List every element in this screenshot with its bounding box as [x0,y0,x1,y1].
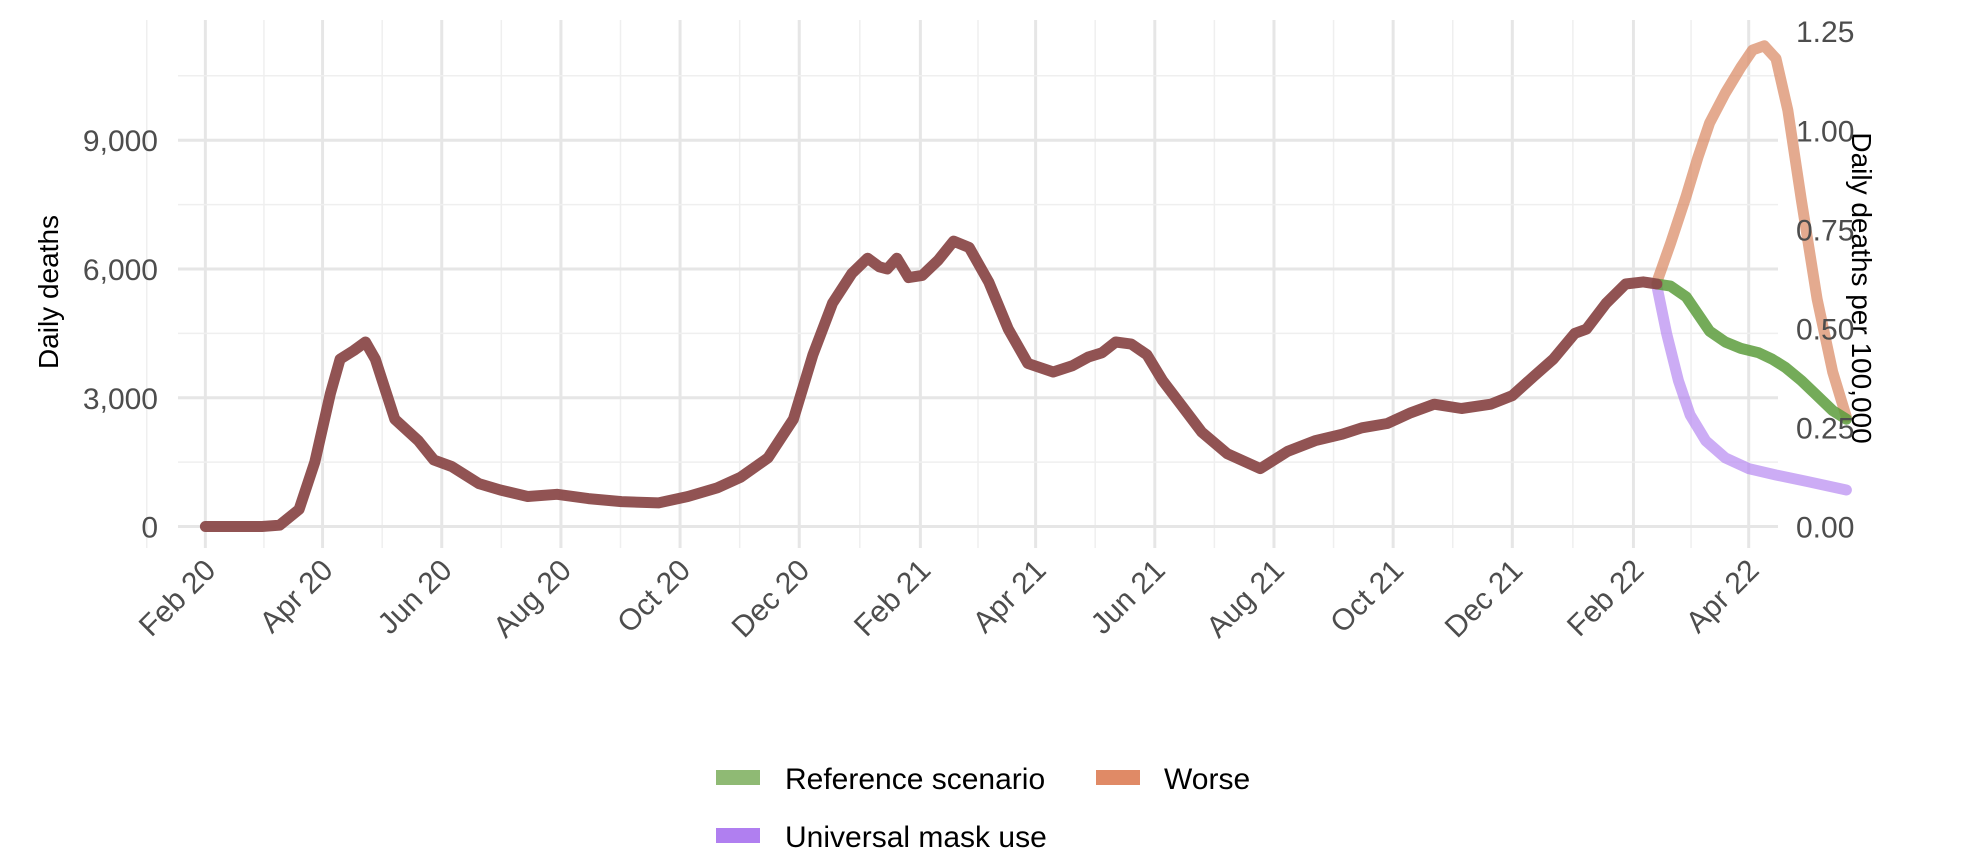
y2-tick-label: 0.75 [1796,214,1854,247]
legend-key-worse [1096,770,1140,785]
legend: Reference scenario Worse Universal mask … [716,763,1250,854]
series-line-historical [199,235,1663,532]
y-tick-label: 0 [141,512,158,545]
x-tick-label: Jun 21 [1085,554,1172,641]
series-line-mask [1651,280,1852,496]
series-line-reference [1651,278,1852,425]
y-tick-label: 3,000 [83,383,158,416]
y2-tick-label: 0.50 [1796,313,1854,346]
x-tick-label: Apr 20 [254,554,340,640]
y2-tick-label: 1.25 [1796,16,1854,49]
x-tick-label: Apr 21 [967,554,1053,640]
x-tick-label: Oct 21 [1324,554,1410,640]
y2-tick-label: 1.00 [1796,115,1854,148]
x-tick-label: Jun 20 [372,554,459,641]
x-tick-label: Dec 21 [1439,554,1530,645]
secondary-y-axis-title: Daily deaths per 100,000 [1846,132,1877,443]
series-layer [199,40,1852,532]
grid [145,20,1778,548]
x-tick-label: Dec 20 [726,554,817,645]
legend-label-reference: Reference scenario [785,763,1045,796]
legend-key-reference [716,770,760,785]
x-tick-label: Aug 20 [487,554,578,645]
x-tick-label: Aug 21 [1200,554,1291,645]
series-line-worse [1651,40,1852,423]
x-tick-label: Oct 20 [611,554,697,640]
y-tick-label: 9,000 [83,125,158,158]
legend-label-mask: Universal mask use [785,821,1047,854]
y-tick-label: 6,000 [83,254,158,287]
legend-item-mask: Universal mask use [716,821,1047,854]
y2-tick-label: 0.25 [1796,412,1854,445]
legend-item-reference: Reference scenario [716,763,1045,796]
y-axis-title: Daily deaths [33,215,64,369]
legend-key-mask [716,828,760,843]
x-tick-label: Apr 22 [1680,554,1766,640]
y2-tick-label: 0.00 [1796,512,1854,545]
legend-label-worse: Worse [1164,763,1250,796]
axes: Daily deaths Daily deaths per 100,000 0 3… [33,16,1877,644]
x-tick-label: Feb 22 [1561,554,1650,643]
legend-item-worse: Worse [1096,763,1250,796]
x-tick-label: Feb 21 [848,554,937,643]
x-tick-label: Feb 20 [133,554,222,643]
